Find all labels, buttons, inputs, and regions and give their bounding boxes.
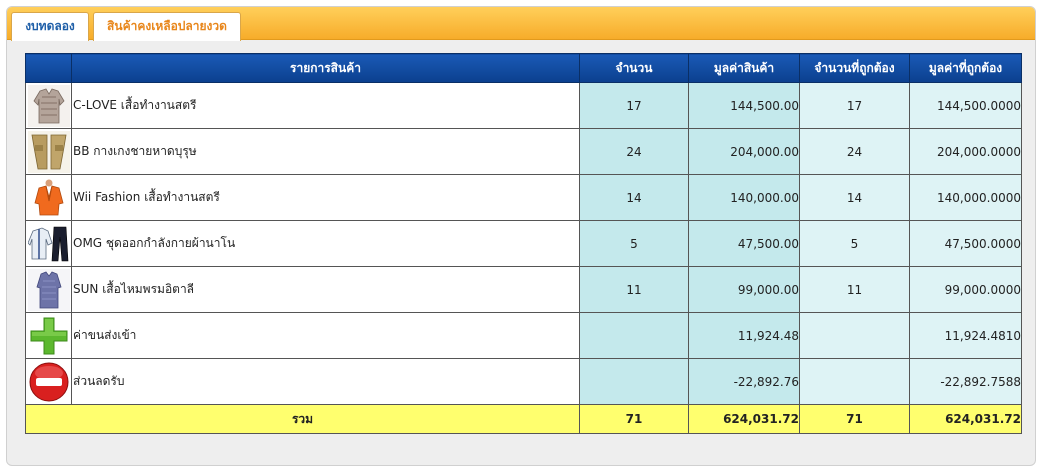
row-correct-qty: 11 xyxy=(799,266,910,313)
silk-shirt-product-image xyxy=(28,268,70,311)
tab-bar: งบทดลอง สินค้าคงเหลือปลายงวด xyxy=(7,7,1035,41)
table-row: BB กางเกงชายหาดบุรุษ 24 204,000.00 24 20… xyxy=(25,128,1022,175)
total-row: รวม 71 624,031.72 71 624,031.72 xyxy=(25,404,1022,434)
blouse-product-image xyxy=(28,84,70,127)
plus-icon xyxy=(30,317,68,354)
row-correct-value: -22,892.7588 xyxy=(909,358,1022,405)
inventory-panel: งบทดลอง สินค้าคงเหลือปลายงวด รายการสินค้… xyxy=(6,6,1036,466)
row-value: 11,924.48 xyxy=(688,312,800,359)
row-image-cell xyxy=(25,266,72,313)
table-row: ค่าขนส่งเข้า 11,924.48 11,924.4810 xyxy=(25,312,1022,359)
row-correct-value: 144,500.0000 xyxy=(909,82,1022,129)
row-image-cell xyxy=(25,312,72,359)
row-qty: 24 xyxy=(579,128,689,175)
row-value: -22,892.76 xyxy=(688,358,800,405)
pants-product-image xyxy=(28,130,70,173)
row-value: 47,500.00 xyxy=(688,220,800,267)
row-image-cell xyxy=(25,174,72,221)
total-correct-qty: 71 xyxy=(799,404,910,434)
row-item-name: SUN เสื้อไหมพรมอิตาลี xyxy=(71,266,580,313)
row-item-name: ส่วนลดรับ xyxy=(71,358,580,405)
row-correct-qty xyxy=(799,312,910,359)
row-qty: 11 xyxy=(579,266,689,313)
header-qty: จำนวน xyxy=(579,53,689,83)
minus-icon xyxy=(29,362,69,401)
row-image-cell xyxy=(25,220,72,267)
row-correct-qty: 17 xyxy=(799,82,910,129)
row-correct-value: 204,000.0000 xyxy=(909,128,1022,175)
row-qty: 5 xyxy=(579,220,689,267)
total-correct-value: 624,031.72 xyxy=(909,404,1022,434)
sportswear-product-image xyxy=(28,222,70,265)
row-item-name: Wii Fashion เสื้อทำงานสตรี xyxy=(71,174,580,221)
table-row: Wii Fashion เสื้อทำงานสตรี 14 140,000.00… xyxy=(25,174,1022,221)
row-value: 204,000.00 xyxy=(688,128,800,175)
table-row: ส่วนลดรับ -22,892.76 -22,892.7588 xyxy=(25,358,1022,405)
tab-trial-balance[interactable]: งบทดลอง xyxy=(11,12,89,41)
row-item-name: C-LOVE เสื้อทำงานสตรี xyxy=(71,82,580,129)
header-correct-qty: จำนวนที่ถูกต้อง xyxy=(799,53,910,83)
header-image xyxy=(25,53,72,83)
row-value: 99,000.00 xyxy=(688,266,800,313)
row-correct-qty: 24 xyxy=(799,128,910,175)
total-qty: 71 xyxy=(579,404,689,434)
row-qty: 14 xyxy=(579,174,689,221)
total-value: 624,031.72 xyxy=(688,404,800,434)
table-row: C-LOVE เสื้อทำงานสตรี 17 144,500.00 17 1… xyxy=(25,82,1022,129)
table-header-row: รายการสินค้า จำนวน มูลค่าสินค้า จำนวนที่… xyxy=(25,53,1022,83)
row-correct-value: 99,000.0000 xyxy=(909,266,1022,313)
row-qty xyxy=(579,358,689,405)
row-item-name: BB กางเกงชายหาดบุรุษ xyxy=(71,128,580,175)
row-correct-qty xyxy=(799,358,910,405)
row-correct-qty: 5 xyxy=(799,220,910,267)
header-correct-value: มูลค่าที่ถูกต้อง xyxy=(909,53,1022,83)
row-qty xyxy=(579,312,689,359)
row-image-cell xyxy=(25,82,72,129)
tab-ending-inventory[interactable]: สินค้าคงเหลือปลายงวด xyxy=(93,12,241,41)
row-value: 144,500.00 xyxy=(688,82,800,129)
table-row: SUN เสื้อไหมพรมอิตาลี 11 99,000.00 11 99… xyxy=(25,266,1022,313)
total-label: รวม xyxy=(25,404,580,434)
row-correct-value: 11,924.4810 xyxy=(909,312,1022,359)
row-item-name: ค่าขนส่งเข้า xyxy=(71,312,580,359)
header-item: รายการสินค้า xyxy=(71,53,580,83)
row-correct-qty: 14 xyxy=(799,174,910,221)
row-qty: 17 xyxy=(579,82,689,129)
header-value: มูลค่าสินค้า xyxy=(688,53,800,83)
jacket-product-image xyxy=(28,176,70,219)
row-image-cell xyxy=(25,128,72,175)
table-row: OMG ชุดออกกำลังกายผ้านาโน 5 47,500.00 5 … xyxy=(25,220,1022,267)
row-correct-value: 47,500.0000 xyxy=(909,220,1022,267)
row-value: 140,000.00 xyxy=(688,174,800,221)
row-image-cell xyxy=(25,358,72,405)
inventory-table: รายการสินค้า จำนวน มูลค่าสินค้า จำนวนที่… xyxy=(25,53,1022,434)
row-correct-value: 140,000.0000 xyxy=(909,174,1022,221)
row-item-name: OMG ชุดออกกำลังกายผ้านาโน xyxy=(71,220,580,267)
